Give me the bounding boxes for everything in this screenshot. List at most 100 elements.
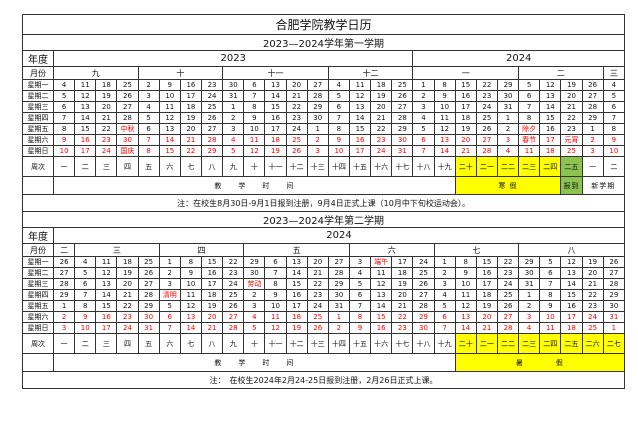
- date-cell: 17: [348, 145, 372, 157]
- date-cell: 13: [179, 311, 202, 323]
- date-cell: 5: [137, 112, 160, 124]
- semester-title: 2023—2024学年第二学期: [22, 211, 625, 228]
- date-cell: 5: [348, 278, 372, 290]
- date-cell: 21: [116, 289, 139, 301]
- date-cell: 23: [560, 123, 583, 135]
- date-cell: 13: [560, 267, 583, 279]
- date-cell: 21: [581, 278, 604, 290]
- month-cell: 八: [518, 243, 625, 257]
- date-cell: 31: [496, 101, 520, 113]
- date-cell: 7: [539, 278, 562, 290]
- date-cell: 16: [475, 267, 498, 279]
- week-number: 十八: [412, 156, 435, 177]
- date-cell: 4: [52, 79, 76, 91]
- week-number: 五: [137, 156, 160, 177]
- date-cell: 6: [264, 256, 287, 268]
- week-number: 四: [116, 333, 139, 354]
- year-cell: 2024: [412, 50, 625, 67]
- date-cell: 25: [285, 134, 308, 146]
- date-cell: 7: [243, 90, 266, 102]
- date-cell: 4: [496, 145, 520, 157]
- date-cell: 10: [454, 278, 477, 290]
- date-cell: 25: [391, 79, 414, 91]
- weekday-label: 星期二: [22, 90, 54, 102]
- week-number: 二十: [454, 156, 477, 177]
- weekday-row: 星期二 5 12 19 26 3 10 17 24 31 7 14 21 28 5 12 19 26 2 9 16 23 3…: [22, 90, 626, 102]
- date-cell: 15: [264, 101, 287, 113]
- date-cell: 29: [137, 300, 160, 312]
- date-cell: 2: [327, 322, 350, 334]
- date-cell: 5: [74, 267, 97, 279]
- date-cell: 23: [306, 289, 329, 301]
- date-cell: 3: [137, 90, 160, 102]
- week-number: 十六: [370, 156, 393, 177]
- month-label: 月份: [22, 243, 54, 257]
- date-cell: 3: [52, 322, 76, 334]
- month-cell: 三: [74, 243, 160, 257]
- date-cell: 19: [95, 90, 118, 102]
- date-cell: 28: [222, 322, 245, 334]
- date-cell: 3: [412, 101, 435, 113]
- date-cell: 24: [95, 145, 118, 157]
- date-cell: 6: [137, 123, 160, 135]
- week-number: 十: [243, 333, 266, 354]
- date-cell: 30: [602, 300, 626, 312]
- date-cell: 5: [412, 123, 435, 135]
- date-cell: 19: [560, 79, 583, 91]
- date-cell: 18: [370, 79, 393, 91]
- date-cell: 18: [200, 289, 224, 301]
- date-cell: 7: [602, 112, 626, 124]
- weekday-row: 星期二 27 5 12 19 26 2 9 16 23 30 7 14 21 28 4 11 18 25 2 9 16 23…: [22, 267, 626, 279]
- date-cell: 28: [391, 112, 414, 124]
- date-cell: 29: [602, 289, 626, 301]
- date-cell: 2: [222, 112, 245, 124]
- date-cell: 2: [243, 289, 266, 301]
- date-cell: 30: [137, 311, 160, 323]
- week-number: 十一: [264, 156, 287, 177]
- date-cell: 4: [602, 79, 626, 91]
- date-cell: 21: [95, 112, 118, 124]
- date-cell: 10: [539, 311, 562, 323]
- date-cell: 17: [539, 134, 562, 146]
- week-number: 二: [74, 156, 97, 177]
- date-cell: 9: [74, 311, 97, 323]
- date-cell: 2: [412, 90, 435, 102]
- week-number: 二四: [539, 333, 562, 354]
- date-cell: 4: [518, 322, 541, 334]
- week-number: 十二: [285, 156, 308, 177]
- date-cell: 17: [285, 300, 308, 312]
- date-cell: 9: [454, 267, 477, 279]
- week-number: 十六: [370, 333, 393, 354]
- date-cell: 13: [95, 278, 118, 290]
- week-number: 二七: [602, 333, 626, 354]
- date-cell: 11: [158, 101, 181, 113]
- date-cell: 3: [222, 123, 245, 135]
- date-cell: 18: [391, 267, 414, 279]
- date-cell: 1: [222, 101, 245, 113]
- date-cell: 23: [222, 267, 245, 279]
- date-cell: 22: [560, 112, 583, 124]
- date-cell: 29: [391, 123, 414, 135]
- date-cell: 27: [116, 101, 139, 113]
- date-cell: 30: [327, 289, 350, 301]
- date-cell: 7: [518, 101, 541, 113]
- date-cell: 26: [475, 123, 498, 135]
- date-cell: 12: [158, 112, 181, 124]
- date-cell: 23: [581, 300, 604, 312]
- week-number: 十二: [285, 333, 308, 354]
- date-cell: 24: [475, 101, 498, 113]
- date-cell: 21: [179, 134, 202, 146]
- date-cell: 21: [200, 322, 224, 334]
- date-cell: 18: [475, 289, 498, 301]
- date-cell: 20: [454, 134, 477, 146]
- date-cell: 21: [370, 112, 393, 124]
- date-cell: 25: [116, 79, 139, 91]
- date-cell: 22: [95, 123, 118, 135]
- date-cell: 4: [137, 101, 160, 113]
- date-cell: 10: [602, 145, 626, 157]
- date-cell: 9: [539, 300, 562, 312]
- week-number: 二二: [496, 333, 520, 354]
- date-cell: 1: [496, 112, 520, 124]
- date-cell: 28: [602, 278, 626, 290]
- date-cell: 7: [137, 134, 160, 146]
